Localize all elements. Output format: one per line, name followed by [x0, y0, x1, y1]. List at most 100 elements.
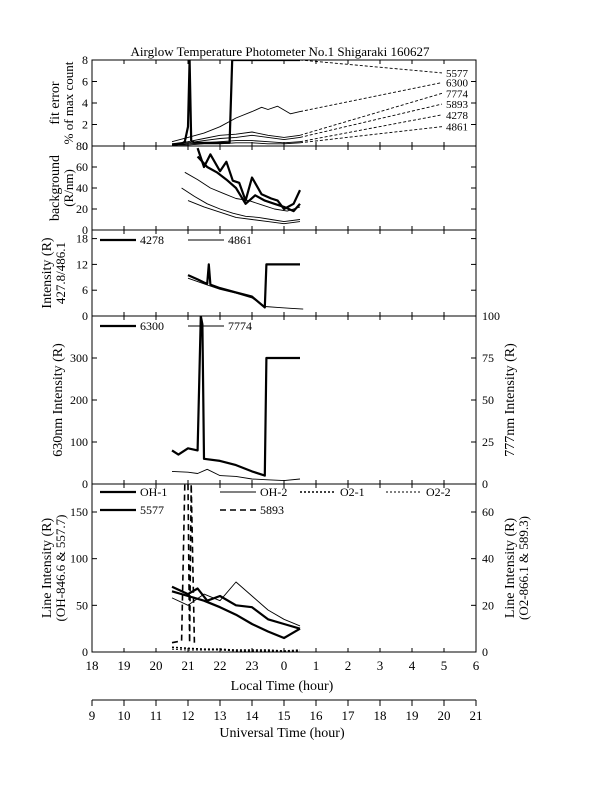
y-tick-label-right: 20	[482, 598, 494, 612]
series-line-d	[181, 187, 301, 223]
series-group	[171, 484, 301, 652]
x-tick-label-local: 2	[345, 658, 352, 673]
x-tick-label-ut: 12	[182, 708, 195, 723]
panel-frame	[91, 315, 477, 485]
x-tick-label-local: 22	[214, 658, 227, 673]
series-line-OH-2	[171, 581, 301, 627]
y-tick-label-right: 0	[482, 645, 488, 659]
series-line-6300	[171, 316, 300, 477]
y-axis-label: Line Intensity (R)	[40, 518, 55, 619]
series-group	[171, 316, 301, 482]
x-axis-label-local: Local Time (hour)	[231, 679, 334, 694]
y-tick-label: 2	[82, 118, 88, 132]
y-axis-label: (R/nm)	[61, 169, 76, 207]
x-axis-label-ut: Universal Time (hour)	[219, 726, 345, 741]
legend-leader	[299, 82, 443, 113]
series-line-7774	[171, 468, 301, 482]
series-line-5893	[171, 484, 196, 644]
series-line-O2-2	[171, 648, 300, 652]
legend-label: O2-2	[426, 485, 451, 499]
y-tick-label: 200	[70, 393, 88, 407]
legend-leader	[299, 59, 443, 74]
legend-label: 4278	[140, 233, 164, 247]
y-tick-label: 8	[82, 53, 88, 67]
series-line-5577	[172, 60, 300, 146]
y-axis-label: (OH-846.6 & 557.7)	[53, 515, 68, 622]
legend-label: 4861	[228, 233, 252, 247]
chart-title: Airglow Temperature Photometer No.1 Shig…	[131, 44, 431, 59]
legend-label: 7774	[446, 88, 469, 100]
x-tick-label-ut: 17	[342, 708, 356, 723]
y-tick-label-right: 100	[482, 309, 500, 323]
series-line-OH-1	[171, 590, 301, 640]
y-axis-label: 427.8/486.1	[53, 242, 68, 304]
series-line-c	[184, 171, 301, 212]
x-tick-label-local: 5	[441, 658, 448, 673]
series-group	[181, 147, 301, 225]
x-tick-label-ut: 18	[374, 708, 387, 723]
y-tick-label-right: 75	[482, 351, 494, 365]
legend-label: 7774	[228, 319, 252, 333]
panel-fit-error: 0 2 4 6 8 fit error% of max count 557763007774…	[48, 53, 477, 153]
legend-label: 4861	[446, 122, 468, 134]
y-tick-label: 50	[76, 598, 88, 612]
y-tick-label-right: 25	[482, 435, 494, 449]
series-line-7774	[171, 131, 301, 145]
x-tick-label-ut: 15	[278, 708, 291, 723]
legend-label: 6300	[140, 319, 164, 333]
y-axis-label-right: Line Intensity (R)	[503, 518, 518, 619]
legend-leader	[299, 103, 443, 138]
y-tick-label: 20	[76, 202, 88, 216]
x-tick-label-ut: 14	[246, 708, 260, 723]
y-tick-label: 0	[82, 309, 88, 323]
panel-frame	[91, 59, 477, 147]
y-axis-label: fit error	[48, 81, 63, 124]
y-tick-label: 0	[82, 645, 88, 659]
y-tick-label-right: 40	[482, 552, 494, 566]
panel-intensity-630-777: 0 100 200 300 0 25 50 75 100 630nm Intensity (R) 7…	[51, 309, 518, 491]
x-tick-label-ut: 19	[406, 708, 419, 723]
legend-label: 5577	[140, 503, 164, 517]
x-tick-label-local: 0	[281, 658, 288, 673]
legend-label: 5893	[446, 99, 469, 111]
y-tick-label: 100	[70, 435, 88, 449]
y-axis-label: background	[48, 155, 63, 221]
y-axis-label: 630nm Intensity (R)	[51, 343, 66, 457]
x-tick-label-local: 21	[182, 658, 195, 673]
legend-leader	[299, 126, 443, 144]
x-tick-label-ut: 10	[118, 708, 131, 723]
series-line-b	[196, 155, 301, 213]
x-tick-label-local: 23	[246, 658, 259, 673]
series-group	[171, 60, 301, 146]
y-tick-label: 0	[82, 477, 88, 491]
legend-label: OH-2	[260, 485, 287, 499]
y-tick-label-right: 50	[482, 393, 494, 407]
x-tick-label-local: 4	[409, 658, 416, 673]
y-axis-label: % of max count	[61, 61, 76, 144]
x-tick-label-local: 1	[313, 658, 320, 673]
legend-leader	[299, 114, 443, 143]
y-tick-label: 100	[70, 552, 88, 566]
y-axis-label-right: 777nm Intensity (R)	[503, 343, 518, 457]
series-line-4278	[187, 263, 300, 309]
legend-label: 4278	[446, 110, 469, 122]
legend-label: OH-1	[140, 485, 167, 499]
x-tick-label-local: 19	[118, 658, 131, 673]
x-tick-label-ut: 20	[438, 708, 451, 723]
legend-label: O2-1	[340, 485, 365, 499]
series-line-O2-1	[171, 646, 301, 652]
x-tick-label-ut: 9	[89, 708, 96, 723]
y-tick-label: 6	[82, 75, 88, 89]
x-tick-label-local: 18	[86, 658, 99, 673]
x-tick-label-local: 6	[473, 658, 480, 673]
y-tick-label: 0	[82, 139, 88, 153]
series-line-6300	[171, 105, 301, 143]
panel-frame	[91, 145, 477, 231]
y-axis-label-right: (O2-866.1 & 589.3)	[516, 516, 531, 620]
y-tick-label: 60	[76, 160, 88, 174]
x-tick-label-local: 20	[150, 658, 163, 673]
series-line-e	[187, 200, 301, 225]
